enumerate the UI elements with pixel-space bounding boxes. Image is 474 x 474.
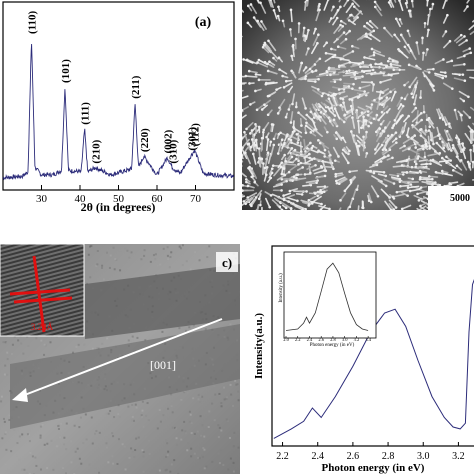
pl-inset-x-tick-label: 2.6 [318,337,324,342]
pl-inset-x-tick-label: 3.2 [354,337,360,342]
xrd-series-line [2,43,234,181]
growth-direction-label: [001] [150,358,176,372]
xrd-x-tick-label: 50 [113,193,125,205]
sem-nanorods-picture: 5000 [242,0,474,210]
xrd-peak-label: (211) [130,75,142,99]
panel-d-pl-spectrum: 2.2 2.4 2.6 2.8 3.0 3.2 Intensity(a.u.) Photo… [248,232,474,474]
panel-c-tag: c) [222,255,232,270]
lattice-spacing-label: 3.24Å [31,322,54,332]
sem-scale-text: 5000 [450,193,470,204]
pl-x-tick-label: 2.6 [347,451,360,462]
pl-x-axis-label: Photon energy (in eV) [322,462,425,474]
pl-y-axis-label: Intensity(a.u.) [253,313,265,379]
lattice-marker [9,255,73,333]
xrd-x-axis-label: 2θ (in degrees) [81,200,156,214]
xrd-peak-label: (111) [80,102,92,125]
pl-x-tick-label: 3.0 [417,451,430,462]
tem-nanorod-upper [85,264,240,339]
pl-series-line [273,278,474,439]
sem-scale-box [428,186,474,210]
pl-x-tick-label: 2.2 [276,451,289,462]
xrd-peak-label: (112) [190,123,202,147]
pl-inset-series-line [285,262,369,331]
pl-x-tick-label: 2.4 [311,451,324,462]
pl-inset-x-tick-label: 3.4 [365,337,371,342]
panel-a-tag: (a) [195,15,212,30]
panel-c-tem-image: 3.24Å c) [001] [0,244,240,474]
xrd-chart: (110) (101) (111) (210) (211) (220) (002)(310)… [2,1,235,214]
xrd-x-tick-label: 60 [152,193,164,205]
xrd-peak-label: (101) [60,59,72,83]
xrd-peak-label: (310) [167,139,179,163]
xrd-peak-label: (002) [162,129,174,153]
xrd-x-tick-label: 30 [36,193,48,205]
xrd-peak-label: (110) [26,10,38,34]
tem-nanorod-lower [10,324,240,429]
pl-inset-x-tick-label: 2.8 [330,337,336,342]
growth-direction-arrow [12,318,223,402]
pl-inset-y-label: Intensity (a.u.) [279,273,284,303]
xrd-peak-label: (220) [139,128,151,152]
xrd-x-tick-label: 70 [190,193,202,205]
pl-x-tick-label: 3.2 [452,451,465,462]
pl-inset-x-tick-label: 2.0 [283,337,289,342]
xrd-peak-label: (301) [187,126,199,150]
pl-inset-x-tick-label: 2.2 [295,337,301,342]
pl-x-tick-label: 2.8 [382,451,395,462]
panel-a-xrd: (110) (101) (111) (210) (211) (220) (002) (310)… [0,0,238,214]
tem-nanorod-picture: 3.24Å c) [001] [0,244,240,474]
panel-b-sem-image: 5000 [242,0,474,210]
xrd-x-tick-label: 40 [75,193,87,205]
pl-inset-x-tick-label: 2.4 [307,337,313,342]
xrd-peak-label: (210) [90,139,102,163]
pl-chart: 2.2 2.4 2.6 2.8 3.0 3.2 Intensity(a.u.) Photo… [253,245,474,474]
pl-inset-x-label: Photon energy (in eV) [310,343,355,348]
pl-inset-frame [283,251,377,339]
pl-inset-x-tick-label: 3.0 [342,337,348,342]
xrd-plot-frame [2,1,235,191]
panel-c-tag-box [216,252,238,272]
